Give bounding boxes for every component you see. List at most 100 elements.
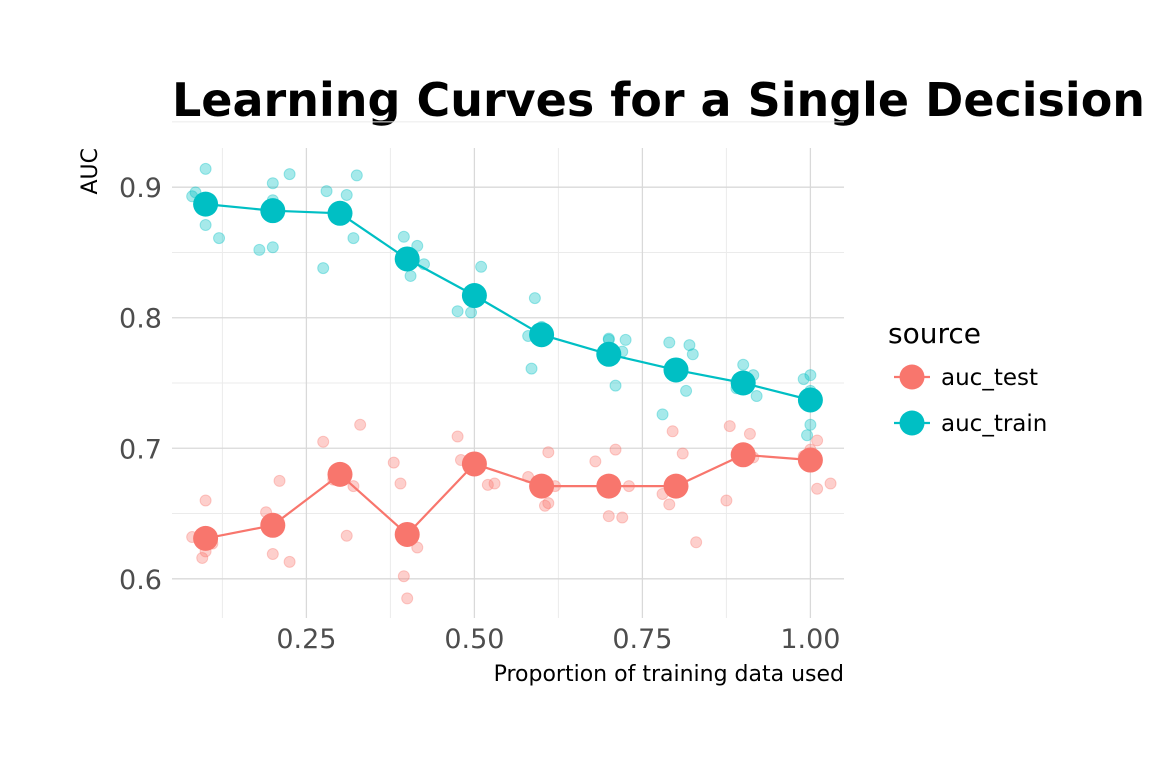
- auc-test-raw-point: [266, 548, 279, 561]
- auc-train-mean-point: [327, 200, 353, 226]
- auc-train-mean-point: [730, 370, 756, 396]
- auc-train-raw-point: [801, 429, 814, 442]
- auc-test-raw-point: [340, 529, 353, 542]
- auc-test-mean-point: [394, 521, 420, 547]
- auc-train-raw-point: [266, 241, 279, 254]
- auc-train-raw-point: [320, 185, 333, 198]
- auc-train-raw-point: [656, 408, 669, 421]
- auc-test-mean-point: [529, 473, 555, 499]
- auc-test-line: [205, 453, 811, 540]
- auc-test-raw-point: [538, 499, 551, 512]
- auc-test-raw-point: [663, 498, 676, 511]
- auc-test-mean-point: [461, 451, 487, 477]
- auc-train-raw-point: [266, 177, 279, 190]
- series-lines: [205, 203, 811, 540]
- auc-test-raw-point: [199, 494, 212, 507]
- auc-test-raw-point: [589, 455, 602, 468]
- chart-title: Learning Curves for a Single Decision Tr…: [172, 73, 1152, 127]
- auc-train-raw-point: [397, 230, 410, 243]
- grid-major: [172, 148, 844, 618]
- auc-train-mean-point: [461, 283, 487, 309]
- auc-test-raw-point: [196, 551, 209, 564]
- auc-train-mean-point: [529, 322, 555, 348]
- auc-train-raw-point: [404, 269, 417, 282]
- mean-points: [193, 191, 823, 551]
- auc-train-raw-point: [199, 162, 212, 175]
- x-axis-ticks: 0.25 0.50 0.75 1.00: [276, 624, 840, 655]
- auc-test-mean-point: [193, 525, 219, 551]
- legend-key-point-auc-test: [899, 364, 925, 390]
- auc-test-raw-point: [283, 555, 296, 568]
- auc-test-raw-point: [690, 536, 703, 549]
- auc-train-raw-point: [411, 239, 424, 252]
- legend: source auc_test auc_train: [888, 317, 1047, 437]
- auc-train-raw-point: [609, 379, 622, 392]
- auc-train-raw-point: [804, 369, 817, 382]
- x-tick-label: 0.25: [276, 624, 336, 655]
- auc-test-raw-point: [488, 477, 501, 490]
- auc-train-raw-point: [340, 189, 353, 201]
- auc-train-raw-point: [686, 348, 699, 361]
- auc-test-raw-point: [397, 570, 410, 583]
- auc-test-mean-point: [730, 442, 756, 468]
- auc-train-raw-point: [525, 362, 538, 375]
- x-tick-label: 0.75: [612, 624, 672, 655]
- auc-test-raw-point: [317, 435, 330, 448]
- auc-test-raw-point: [542, 497, 555, 510]
- auc-test-raw-point: [824, 477, 837, 490]
- auc-train-raw-point: [317, 262, 330, 275]
- auc-test-raw-point: [542, 446, 555, 459]
- y-axis-label: AUC: [78, 148, 103, 195]
- auc-test-mean-point: [260, 512, 286, 538]
- auc-train-raw-point: [283, 168, 296, 181]
- auc-test-raw-point: [451, 430, 464, 443]
- auc-test-raw-point: [609, 443, 622, 456]
- auc-train-raw-point: [737, 358, 750, 371]
- legend-title: source: [888, 317, 981, 350]
- auc-test-raw-point: [354, 418, 367, 431]
- auc-test-raw-point: [811, 434, 824, 447]
- auc-train-raw-point: [199, 219, 212, 232]
- legend-label-auc-test: auc_test: [941, 365, 1038, 391]
- auc-train-mean-point: [394, 246, 420, 272]
- auc-test-raw-point: [387, 456, 400, 469]
- auc-train-raw-point: [804, 418, 817, 431]
- auc-test-raw-point: [723, 420, 736, 433]
- auc-test-raw-point: [676, 447, 689, 460]
- auc-train-raw-point: [465, 306, 478, 319]
- auc-train-raw-point: [797, 373, 810, 386]
- x-tick-label: 0.50: [444, 624, 504, 655]
- auc-train-raw-point: [253, 243, 266, 256]
- auc-train-mean-point: [797, 387, 823, 413]
- auc-test-mean-point: [663, 473, 689, 499]
- auc-test-raw-point: [394, 477, 407, 490]
- auc-test-mean-point: [596, 473, 622, 499]
- auc-train-raw-point: [475, 260, 488, 273]
- auc-train-raw-point: [451, 305, 464, 318]
- y-axis-ticks: 0.6 0.7 0.8 0.9: [119, 173, 162, 596]
- legend-items: auc_test auc_train: [894, 364, 1047, 437]
- auc-test-mean-point: [327, 461, 353, 487]
- auc-test-raw-point: [602, 510, 615, 523]
- auc-test-raw-point: [743, 427, 756, 440]
- auc-train-mean-point: [663, 357, 689, 383]
- y-tick-label: 0.9: [119, 173, 162, 204]
- auc-train-mean-point: [193, 191, 219, 217]
- auc-test-raw-point: [273, 474, 286, 487]
- auc-train-raw-point: [213, 232, 226, 245]
- auc-test-raw-point: [666, 425, 679, 438]
- auc-test-raw-point: [411, 541, 424, 554]
- x-axis-label: Proportion of training data used: [494, 662, 844, 687]
- auc-test-raw-point: [811, 482, 824, 495]
- auc-train-line: [205, 203, 811, 402]
- auc-train-raw-point: [347, 232, 360, 245]
- auc-train-mean-point: [260, 198, 286, 224]
- grid-minor: [172, 121, 844, 618]
- legend-key-point-auc-train: [899, 410, 925, 436]
- auc-train-raw-point: [528, 292, 541, 305]
- auc-test-raw-point: [481, 478, 494, 491]
- auc-train-mean-point: [596, 341, 622, 367]
- auc-train-raw-point: [350, 169, 363, 182]
- y-tick-label: 0.8: [119, 304, 162, 335]
